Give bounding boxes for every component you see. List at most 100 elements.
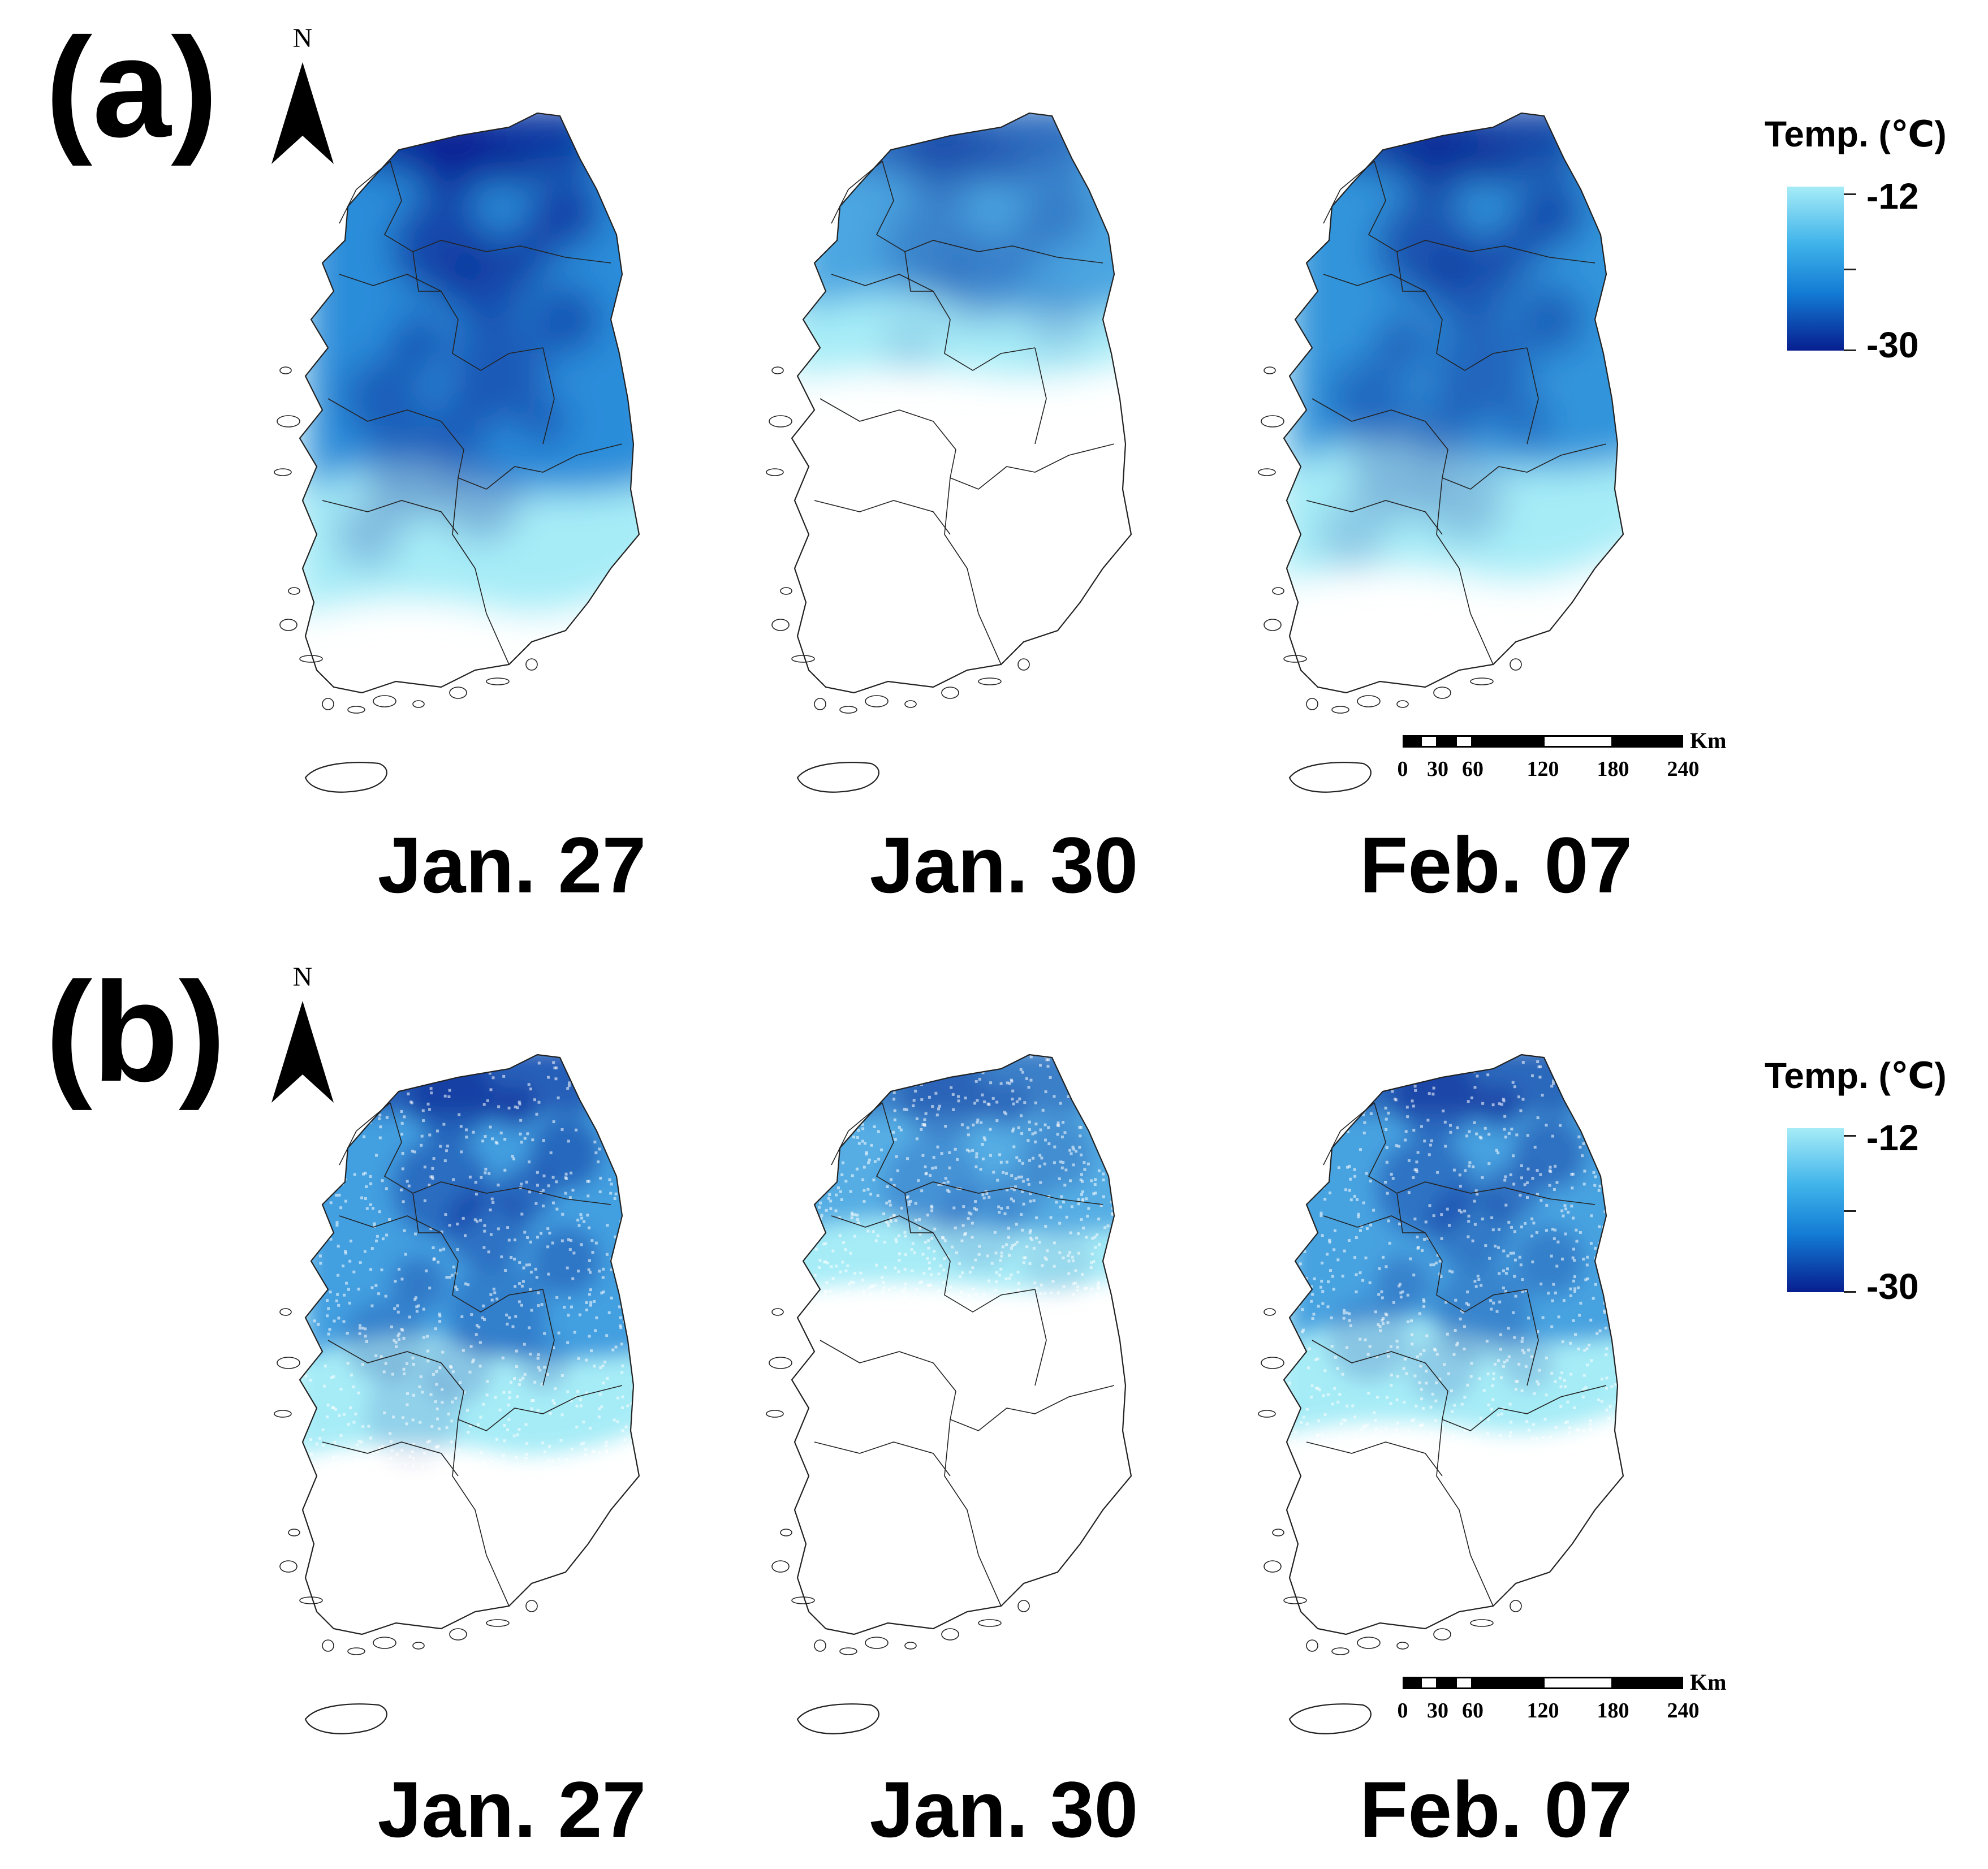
scale-tick-60: 60 <box>1462 1699 1484 1723</box>
province-border <box>944 1419 1002 1607</box>
cold-spot <box>1023 284 1093 355</box>
cold-spot <box>529 176 602 248</box>
north-arrow-b: N <box>266 961 339 1108</box>
legend-max-label: -12 <box>1866 176 1919 217</box>
island <box>904 700 917 708</box>
cold-spot <box>936 243 1021 328</box>
island <box>279 366 292 374</box>
province-border <box>339 274 544 371</box>
scale-tick-180: 180 <box>1597 1699 1629 1723</box>
cold-spot <box>391 1256 446 1311</box>
island <box>780 587 792 595</box>
cold-spot <box>1513 1117 1586 1190</box>
island <box>1306 698 1318 710</box>
island <box>771 1308 784 1316</box>
island <box>1433 687 1451 699</box>
province-border <box>1306 1441 1443 1477</box>
date-label-a-jan27: Jan. 27 <box>377 821 646 909</box>
map-a-jan30 <box>764 105 1171 817</box>
island <box>941 1628 959 1641</box>
jeju-island <box>1288 762 1372 793</box>
cold-spot <box>1021 1117 1094 1190</box>
island <box>277 1357 300 1369</box>
island <box>771 619 790 631</box>
date-label-a-feb07: Feb. 07 <box>1359 821 1633 909</box>
province-border <box>904 251 933 292</box>
legend-tick-mid <box>1844 1210 1856 1212</box>
cold-spot <box>1375 1256 1430 1311</box>
island <box>766 1410 784 1418</box>
island <box>766 468 784 476</box>
cold-spot <box>1349 425 1444 520</box>
province-border <box>904 1193 933 1233</box>
province-border <box>1436 1419 1494 1607</box>
island <box>486 1619 510 1627</box>
island <box>322 698 334 710</box>
island <box>1283 655 1307 663</box>
island <box>288 587 300 595</box>
map-a-feb07 <box>1256 105 1663 817</box>
province-border <box>452 1419 510 1607</box>
island <box>274 468 292 476</box>
island <box>814 698 826 710</box>
map-b-feb07 <box>1256 1046 1663 1759</box>
island <box>941 687 959 699</box>
cold-spot <box>516 395 570 448</box>
cold-spot <box>441 460 521 541</box>
jeju-island <box>796 1703 879 1734</box>
province-border <box>383 161 611 264</box>
island <box>1357 1637 1381 1649</box>
panel-label-a: (a) <box>45 8 218 166</box>
cold-spot <box>1319 502 1385 567</box>
island <box>814 1639 826 1652</box>
cold-spot <box>1433 1263 1530 1361</box>
island <box>1396 1642 1409 1650</box>
cold-spot <box>444 1185 529 1270</box>
island <box>1510 658 1522 671</box>
island <box>1331 1647 1349 1655</box>
island <box>771 1560 790 1573</box>
scale-tick-30: 30 <box>1427 757 1448 781</box>
legend-tick-mid <box>1844 269 1856 270</box>
island <box>299 655 323 663</box>
legend-min-label: -30 <box>1866 1266 1919 1307</box>
island <box>1470 1619 1494 1627</box>
island <box>1433 1628 1451 1641</box>
island <box>1017 1600 1030 1612</box>
cold-spot <box>449 1263 546 1361</box>
province-border <box>876 161 1103 264</box>
island <box>1396 700 1409 708</box>
island <box>791 655 815 663</box>
province-border <box>1368 161 1595 264</box>
legend-b: Temp. (℃) -12 -30 <box>1765 1055 1980 1349</box>
cold-spot <box>365 1366 460 1461</box>
scale-tick-60: 60 <box>1462 757 1484 781</box>
scale-tick-120: 120 <box>1526 1699 1559 1723</box>
province-border <box>820 1340 1115 1431</box>
scale-tick-30: 30 <box>1427 1699 1448 1723</box>
province-border <box>1306 500 1443 535</box>
temperature-map <box>766 112 1132 793</box>
island <box>1283 1596 1307 1604</box>
province-border <box>1323 161 1375 224</box>
cold-spot <box>444 243 529 328</box>
map-a-jan27 <box>271 105 679 817</box>
date-label-a-jan30: Jan. 30 <box>869 821 1139 909</box>
legend-title: Temp. (℃) <box>1765 114 1947 154</box>
cold-spot <box>529 1117 602 1190</box>
cold-spot <box>531 284 601 355</box>
north-arrow-icon <box>271 62 334 164</box>
island <box>769 415 792 428</box>
temperature-map <box>1258 112 1624 793</box>
island <box>412 700 425 708</box>
date-label-b-jan27: Jan. 27 <box>377 1765 646 1854</box>
island <box>1470 677 1494 685</box>
province-border <box>1526 347 1539 444</box>
province-border <box>452 477 510 665</box>
cold-spot <box>1428 1185 1513 1270</box>
color-ramp <box>1787 1128 1844 1292</box>
scale-bar-b: Km 0 30 60 120 180 240 <box>1398 1669 1753 1733</box>
legend-tick-bottom <box>1844 349 1856 351</box>
scale-tick-120: 120 <box>1526 757 1559 781</box>
legend-max-label: -12 <box>1866 1117 1919 1158</box>
